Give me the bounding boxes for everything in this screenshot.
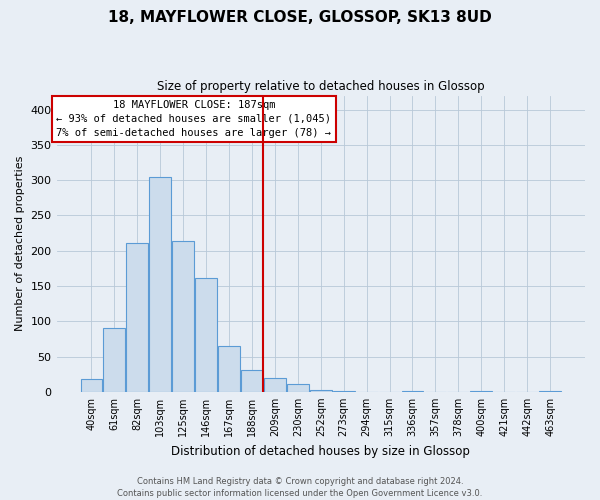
Bar <box>287 384 309 392</box>
Bar <box>127 243 148 392</box>
Text: 18 MAYFLOWER CLOSE: 187sqm
← 93% of detached houses are smaller (1,045)
7% of se: 18 MAYFLOWER CLOSE: 187sqm ← 93% of deta… <box>56 100 331 138</box>
Bar <box>401 391 424 392</box>
Bar <box>195 278 217 392</box>
Text: Contains HM Land Registry data © Crown copyright and database right 2024.
Contai: Contains HM Land Registry data © Crown c… <box>118 476 482 498</box>
Bar <box>172 241 194 392</box>
Bar <box>333 391 355 392</box>
Y-axis label: Number of detached properties: Number of detached properties <box>15 156 25 332</box>
Bar <box>470 391 492 392</box>
Bar <box>539 391 561 392</box>
Bar <box>310 390 332 392</box>
Bar <box>218 346 240 392</box>
Bar <box>149 176 171 392</box>
Bar <box>80 379 103 392</box>
Title: Size of property relative to detached houses in Glossop: Size of property relative to detached ho… <box>157 80 485 93</box>
Bar <box>103 328 125 392</box>
X-axis label: Distribution of detached houses by size in Glossop: Distribution of detached houses by size … <box>172 444 470 458</box>
Bar <box>264 378 286 392</box>
Bar <box>241 370 263 392</box>
Text: 18, MAYFLOWER CLOSE, GLOSSOP, SK13 8UD: 18, MAYFLOWER CLOSE, GLOSSOP, SK13 8UD <box>108 10 492 25</box>
